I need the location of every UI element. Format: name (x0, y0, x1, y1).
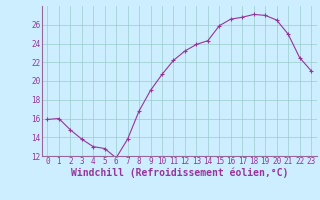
X-axis label: Windchill (Refroidissement éolien,°C): Windchill (Refroidissement éolien,°C) (70, 168, 288, 178)
